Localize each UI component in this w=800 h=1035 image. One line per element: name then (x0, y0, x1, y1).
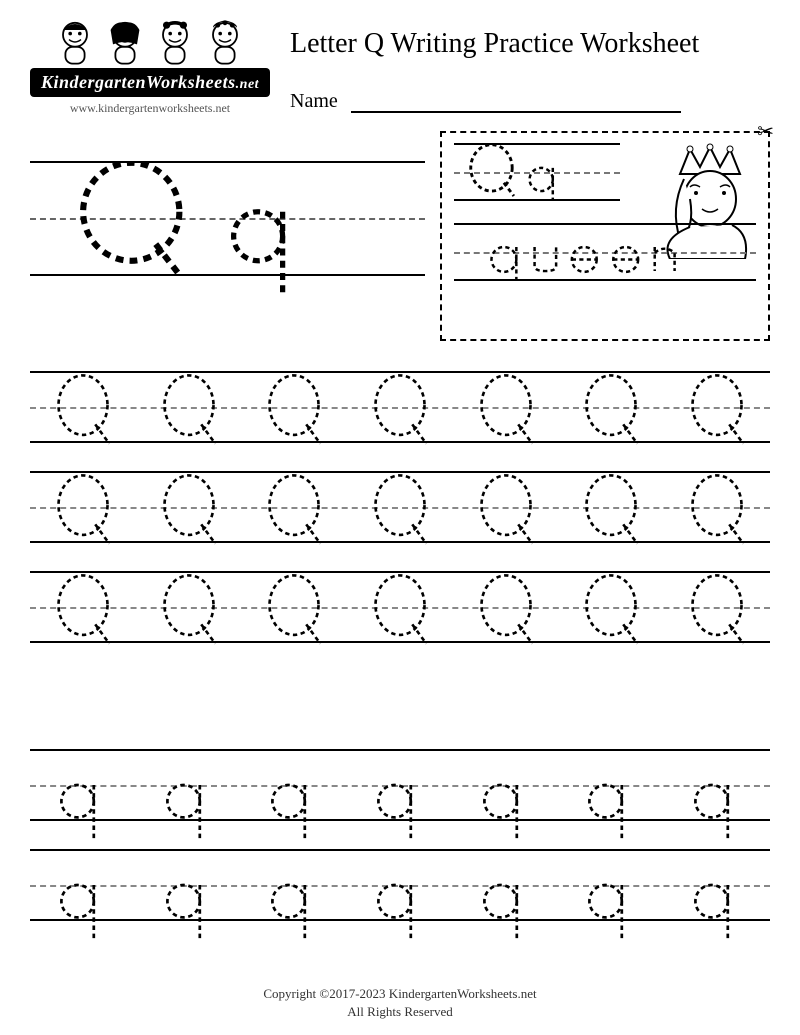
practice-section (30, 371, 770, 921)
demo-card: ✂ (440, 131, 770, 341)
letter-row (30, 749, 770, 821)
practice-row-lower[interactable] (30, 849, 770, 921)
trace-letter-Q (682, 371, 752, 455)
card-Qq (454, 143, 620, 201)
kids-illustration (30, 18, 270, 66)
logo-area: KindergartenWorksheets.net www.kindergar… (30, 18, 270, 116)
practice-row-lower[interactable] (30, 749, 770, 821)
letter-row (30, 849, 770, 921)
demo-letters-Qq (30, 161, 425, 301)
trace-letter-Q (576, 371, 646, 455)
trace-letter-q (373, 883, 427, 977)
name-field: Name (290, 90, 770, 113)
trace-letter-Q (576, 471, 646, 555)
big-demo-line (30, 161, 425, 301)
trace-letter-q (584, 883, 638, 977)
practice-row-upper[interactable] (30, 471, 770, 543)
trace-letter-q (56, 883, 110, 977)
logo-banner: KindergartenWorksheets.net (30, 68, 270, 97)
trace-letter-Q (259, 371, 329, 455)
trace-letter-Q (471, 571, 541, 655)
word-queen (454, 223, 756, 281)
trace-letter-Q (48, 571, 118, 655)
trace-letter-Q (259, 471, 329, 555)
letter-row (30, 571, 770, 643)
name-underline[interactable] (351, 111, 681, 113)
trace-letter-Q (154, 371, 224, 455)
trace-letter-Q (365, 371, 435, 455)
letter-row (30, 371, 770, 443)
kid-icon (201, 18, 249, 66)
page-title: Letter Q Writing Practice Worksheet (290, 28, 770, 60)
demo-left (30, 131, 425, 331)
trace-letter-q (267, 883, 321, 977)
trace-letter-Q (154, 471, 224, 555)
trace-letter-Q (682, 571, 752, 655)
trace-letter-Q (154, 571, 224, 655)
trace-letter-Q (682, 471, 752, 555)
logo-text: KindergartenWorksheets (41, 72, 236, 92)
trace-letter-q (162, 883, 216, 977)
kid-icon (51, 18, 99, 66)
card-Qq-line (454, 143, 620, 201)
trace-letter-Q (576, 571, 646, 655)
trace-letter-Q (471, 371, 541, 455)
letter-row (30, 471, 770, 543)
kid-icon (151, 18, 199, 66)
demo-row: ✂ (30, 131, 770, 341)
trace-letter-Q (259, 571, 329, 655)
logo-suffix: .net (236, 77, 259, 92)
practice-row-upper[interactable] (30, 571, 770, 643)
trace-letter-Q (365, 571, 435, 655)
worksheet-header: KindergartenWorksheets.net www.kindergar… (30, 18, 770, 116)
footer-rights: All Rights Reserved (0, 1003, 800, 1021)
kid-icon (101, 18, 149, 66)
trace-letter-q (690, 883, 744, 977)
card-word-line (454, 223, 756, 281)
trace-letter-q (479, 883, 533, 977)
trace-letter-Q (48, 371, 118, 455)
footer: Copyright ©2017-2023 KindergartenWorkshe… (0, 985, 800, 1021)
footer-copyright: Copyright ©2017-2023 KindergartenWorkshe… (0, 985, 800, 1003)
name-label: Name (290, 90, 338, 112)
trace-letter-Q (365, 471, 435, 555)
logo-url: www.kindergartenworksheets.net (30, 101, 270, 116)
title-area: Letter Q Writing Practice Worksheet Name (290, 18, 770, 113)
trace-letter-Q (48, 471, 118, 555)
trace-letter-Q (471, 471, 541, 555)
practice-row-upper[interactable] (30, 371, 770, 443)
